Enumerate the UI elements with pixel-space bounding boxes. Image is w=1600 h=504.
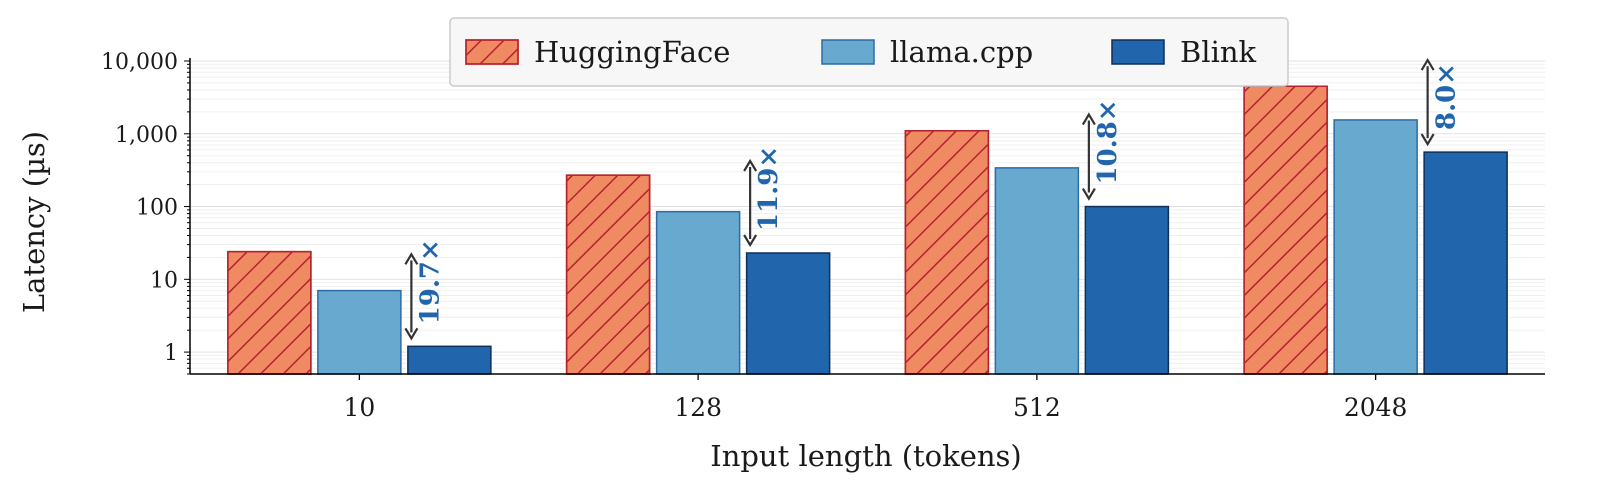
speedup-label: 19.7× (415, 239, 445, 324)
bar-llama-cpp (317, 289, 402, 375)
bar-blink (1423, 151, 1508, 375)
y-tick-label: 1 (164, 341, 178, 366)
x-tick-label: 128 (674, 393, 722, 422)
y-tick-label: 10 (150, 268, 178, 293)
y-tick-label: 10,000 (101, 50, 178, 75)
legend-swatch (1111, 39, 1165, 65)
y-tick-label: 100 (136, 196, 178, 221)
speedup-arrow-head-down (743, 234, 758, 248)
speedup-label: 10.8× (1093, 99, 1123, 184)
speedup-arrow-head-up (1420, 57, 1435, 71)
legend-swatch-hatch (465, 39, 519, 65)
x-tick-label: 10 (343, 393, 375, 422)
bar-hatch (227, 250, 312, 375)
x-tick-label: 512 (1013, 393, 1061, 422)
speedup-arrow-head-up (1081, 112, 1096, 126)
y-axis-title: Latency (µs) (17, 131, 51, 313)
legend-label: llama.cpp (890, 35, 1033, 69)
legend-label: Blink (1180, 35, 1257, 69)
axes: 10 128 512 2048 1 10 100 1,000 10,000 (101, 50, 1545, 422)
x-tick-label: 2048 (1344, 393, 1408, 422)
y-tick-label: 1,000 (115, 123, 178, 148)
speedup-arrow-head-down (404, 327, 419, 341)
speedup-label: 11.9× (754, 146, 784, 231)
bar-llama-cpp (655, 210, 741, 375)
bar-llama-cpp (994, 167, 1080, 375)
bars (227, 85, 1508, 375)
bar-blink (745, 252, 831, 375)
speedup-arrow-head-up (404, 252, 419, 265)
speedup-arrow-head-down (1081, 187, 1096, 201)
bar-blink (407, 345, 492, 375)
speedup-arrow-head-up (743, 158, 758, 172)
speedup-arrow-head-down (1420, 133, 1435, 147)
bar-llama-cpp (1333, 119, 1418, 375)
legend: HuggingFace llama.cpp Blink (449, 17, 1289, 87)
legend-label: HuggingFace (534, 35, 730, 69)
speedup-annotations: 19.7× 11.9× 10.8× 8.0× (404, 57, 1462, 341)
bar-hatch (904, 130, 990, 375)
legend-swatch (821, 39, 875, 65)
bar-hatch (565, 174, 651, 375)
x-axis-title: Input length (tokens) (710, 439, 1022, 473)
speedup-label: 8.0× (1432, 63, 1462, 130)
bar-blink (1084, 205, 1170, 375)
bar-hatch (1243, 85, 1328, 375)
